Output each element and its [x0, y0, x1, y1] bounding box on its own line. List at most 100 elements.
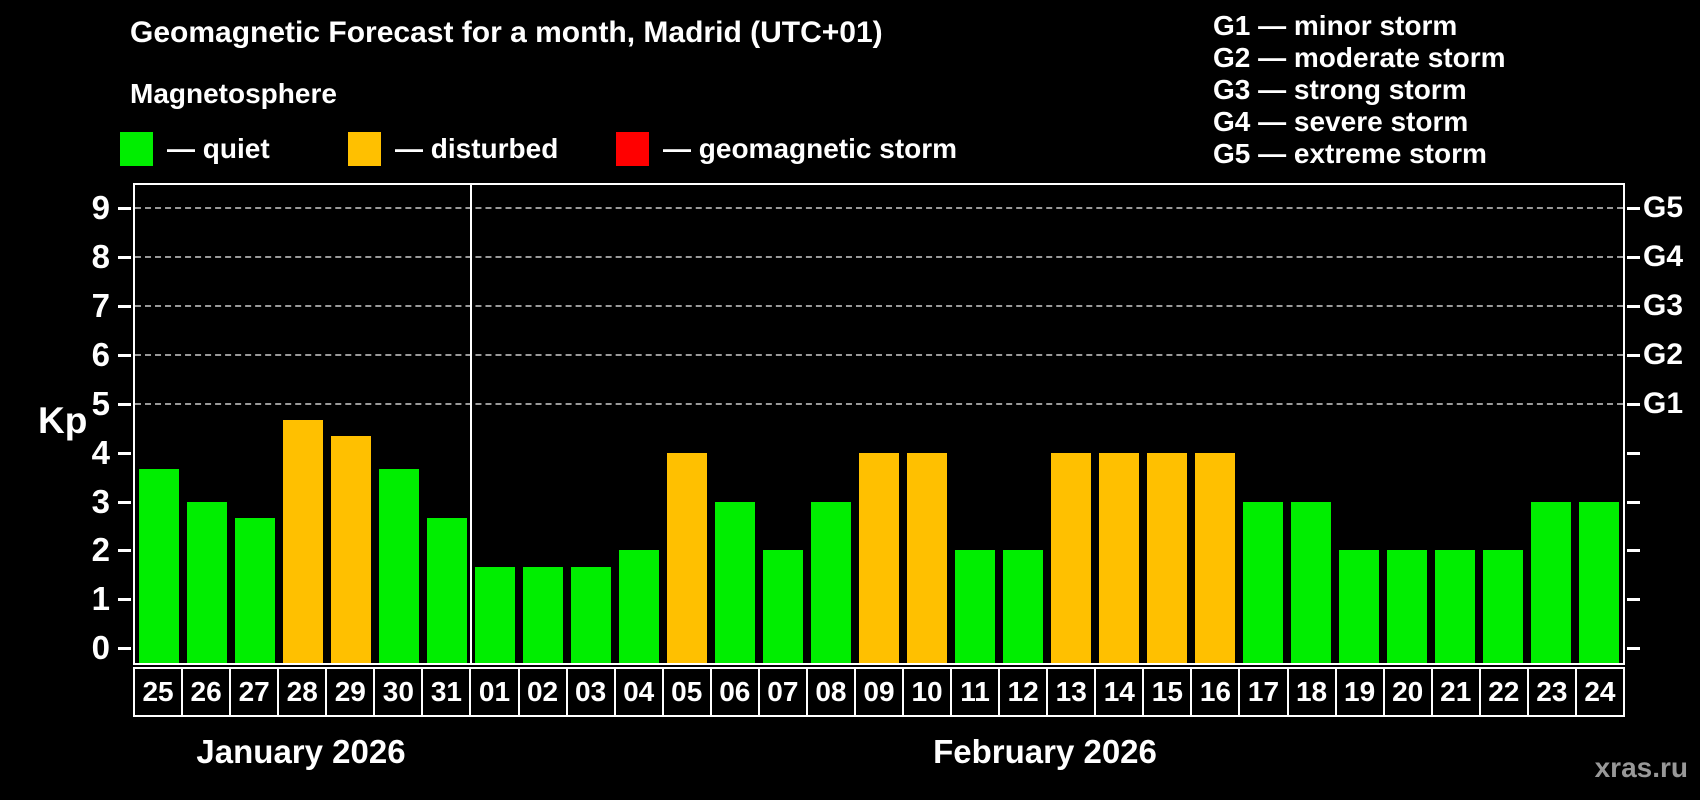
y-tick-label-4: 4	[91, 433, 110, 471]
legend-item-quiet: — quiet	[120, 131, 270, 167]
date-cell-29: 29	[325, 667, 376, 717]
chart-subtitle: Magnetosphere	[130, 78, 337, 109]
y-tick-label-7: 7	[91, 286, 110, 324]
date-cell-21: 21	[1430, 667, 1481, 717]
y-tick-label-6: 6	[91, 335, 110, 373]
date-cell-15: 15	[1142, 667, 1193, 717]
kp-bar-16	[1195, 452, 1235, 663]
date-cell-01: 01	[469, 667, 520, 717]
right-tick-kp6	[1627, 353, 1640, 357]
date-cell-24: 24	[1574, 667, 1625, 717]
right-tick-kp3	[1627, 500, 1640, 504]
gridline-kp5	[135, 402, 1623, 405]
left-tick-kp2	[118, 549, 131, 553]
kp-bar-29	[331, 436, 371, 663]
legend-label-quiet: — quiet	[167, 133, 270, 164]
right-axis-label-g5: G5	[1643, 190, 1684, 224]
kp-bar-26	[187, 501, 227, 663]
right-axis-label-g1: G1	[1643, 386, 1684, 420]
kp-bar-24	[1579, 501, 1619, 663]
gridline-kp7	[135, 304, 1623, 307]
kp-bar-19	[1339, 550, 1379, 663]
date-cell-19: 19	[1334, 667, 1385, 717]
left-tick-kp3	[118, 500, 131, 504]
kp-bar-01	[475, 566, 515, 663]
legend-label-storm: — geomagnetic storm	[663, 133, 958, 164]
date-cell-18: 18	[1286, 667, 1337, 717]
kp-bar-02	[523, 566, 563, 663]
kp-bar-12	[1003, 550, 1043, 663]
date-cell-12: 12	[998, 667, 1049, 717]
date-cell-05: 05	[661, 667, 712, 717]
right-tick-kp0	[1627, 647, 1640, 651]
date-cell-09: 09	[853, 667, 904, 717]
date-cell-22: 22	[1478, 667, 1529, 717]
kp-bar-05	[667, 452, 707, 663]
right-axis-label-g4: G4	[1643, 239, 1684, 273]
right-tick-kp2	[1627, 549, 1640, 553]
right-tick-kp9	[1627, 206, 1640, 210]
right-axis-label-g3: G3	[1643, 288, 1684, 322]
kp-bar-18	[1291, 501, 1331, 663]
left-tick-kp7	[118, 304, 131, 308]
date-cell-13: 13	[1046, 667, 1097, 717]
kp-bar-14	[1099, 452, 1139, 663]
date-cell-06: 06	[709, 667, 760, 717]
date-cell-11: 11	[950, 667, 1001, 717]
storm-scale-legend-g5: G5 — extreme storm	[1213, 138, 1487, 169]
date-cell-08: 08	[805, 667, 856, 717]
date-cell-28: 28	[277, 667, 328, 717]
y-tick-label-9: 9	[91, 188, 110, 226]
kp-bar-07	[763, 550, 803, 663]
kp-bar-11	[955, 550, 995, 663]
kp-bar-22	[1483, 550, 1523, 663]
left-tick-kp4	[118, 451, 131, 455]
plot-area: 0 1 2 3 4 5 6 7 8 9 G1 G2 G3 G4 G5	[92, 183, 1683, 666]
date-cell-16: 16	[1190, 667, 1241, 717]
date-cell-27: 27	[229, 667, 280, 717]
y-tick-label-0: 0	[91, 629, 110, 667]
y-tick-label-1: 1	[91, 580, 110, 618]
kp-bar-27	[235, 517, 275, 663]
date-cell-17: 17	[1238, 667, 1289, 717]
left-tick-kp6	[118, 353, 131, 357]
date-cell-31: 31	[421, 667, 472, 717]
date-axis-row: 25 26 27 28 29 30 31 01 02 03 04 05 06 07 08 09 10 11 12 13…	[133, 667, 1625, 717]
y-tick-label-8: 8	[91, 237, 110, 275]
kp-bar-25	[139, 468, 179, 663]
date-cell-30: 30	[373, 667, 424, 717]
legend-item-storm: — geomagnetic storm	[616, 131, 957, 167]
storm-scale-legend-g2: G2 — moderate storm	[1213, 42, 1506, 73]
right-tick-kp1	[1627, 598, 1640, 602]
storm-color-swatch	[616, 132, 649, 166]
date-cell-20: 20	[1382, 667, 1433, 717]
left-tick-kp1	[118, 598, 131, 602]
kp-bar-13	[1051, 452, 1091, 663]
legend-item-disturbed: — disturbed	[348, 131, 558, 167]
kp-bar-23	[1531, 501, 1571, 663]
kp-bar-21	[1435, 550, 1475, 663]
right-tick-kp4	[1627, 451, 1640, 455]
right-axis-label-g2: G2	[1643, 337, 1684, 371]
y-tick-label-2: 2	[91, 531, 110, 569]
gridline-kp9	[135, 206, 1623, 209]
right-tick-kp5	[1627, 402, 1640, 406]
date-cell-10: 10	[902, 667, 953, 717]
left-tick-kp5	[118, 402, 131, 406]
kp-bar-04	[619, 550, 659, 663]
legend-label-disturbed: — disturbed	[395, 133, 559, 164]
left-tick-kp0	[118, 647, 131, 651]
kp-bar-28	[283, 419, 323, 663]
left-tick-kp9	[118, 206, 131, 210]
date-cell-04: 04	[613, 667, 664, 717]
kp-bar-09	[859, 452, 899, 663]
gridline-kp6	[135, 353, 1623, 356]
chart-title: Geomagnetic Forecast for a month, Madrid…	[130, 16, 883, 49]
kp-bar-31	[427, 517, 467, 663]
y-axis-label: Kp	[38, 400, 88, 441]
left-tick-kp8	[118, 255, 131, 259]
kp-bar-06	[715, 501, 755, 663]
date-cell-07: 07	[757, 667, 808, 717]
date-cell-14: 14	[1094, 667, 1145, 717]
